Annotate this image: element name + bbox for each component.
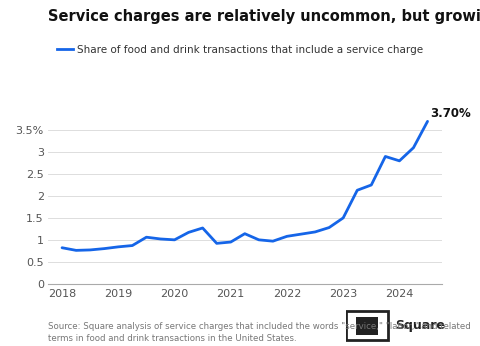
Text: Square: Square: [396, 319, 445, 332]
Text: 3.70%: 3.70%: [431, 107, 471, 120]
Legend: Share of food and drink transactions that include a service charge: Share of food and drink transactions tha…: [53, 40, 428, 59]
Text: Service charges are relatively uncommon, but growing quickly: Service charges are relatively uncommon,…: [48, 9, 480, 24]
FancyBboxPatch shape: [356, 317, 378, 335]
Text: Source: Square analysis of service charges that included the words "service," "l: Source: Square analysis of service charg…: [48, 322, 471, 343]
FancyBboxPatch shape: [346, 311, 388, 340]
